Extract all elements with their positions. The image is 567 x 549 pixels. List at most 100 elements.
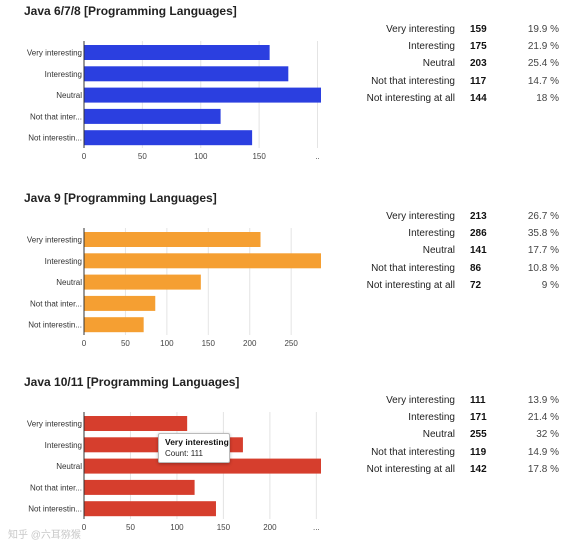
stats-table: Very interesting 111 13.9 % Interesting 171…	[360, 395, 565, 481]
category-label: Not interestin...	[28, 505, 82, 514]
category-label: Not that inter...	[30, 483, 82, 492]
tooltip-count: Count: 111	[165, 449, 203, 458]
stats-row: Neutral 141 17.7 %	[360, 245, 565, 262]
stats-row: Interesting 286 35.8 %	[360, 228, 565, 245]
stats-percent: 10.8 %	[527, 262, 559, 274]
stats-label: Neutral	[422, 245, 455, 257]
x-tick-label: 100	[194, 152, 208, 161]
category-label: Neutral	[56, 91, 82, 100]
stats-row: Not interesting at all 144 18 %	[360, 93, 565, 110]
category-label: Not interestin...	[28, 321, 82, 330]
stats-row: Neutral 255 32 %	[360, 429, 565, 446]
category-label: Interesting	[45, 441, 82, 450]
stats-row: Interesting 171 21.4 %	[360, 412, 565, 429]
category-label: Not that inter...	[30, 299, 82, 308]
stats-label: Neutral	[422, 429, 455, 441]
stats-row: Not that interesting 86 10.8 %	[360, 263, 565, 280]
stats-label: Very interesting	[386, 211, 455, 222]
stats-percent: 13.9 %	[527, 395, 559, 406]
bar	[84, 45, 270, 60]
stats-count: 86	[470, 262, 482, 274]
stats-label: Interesting	[408, 41, 455, 53]
x-tick-label: ..	[315, 152, 319, 161]
chart-title: Java 9 [Programming Languages]	[24, 191, 217, 205]
bar	[84, 458, 321, 474]
category-label: Not that inter...	[30, 112, 82, 121]
bar-chart-svg: Very interesting Interesting Neutral Not th…	[27, 41, 321, 161]
x-tick-label: 50	[138, 152, 147, 161]
chart-title: Java 10/11 [Programming Languages]	[24, 375, 240, 389]
x-tick-label: 100	[160, 339, 174, 348]
category-label: Interesting	[45, 70, 82, 79]
stats-label: Not interesting at all	[366, 463, 455, 475]
stats-row: Neutral 203 25.4 %	[360, 58, 565, 75]
bar-tooltip: Very interesting Count: 111	[158, 433, 230, 463]
bar	[84, 501, 216, 517]
stats-percent: 21.9 %	[527, 41, 559, 53]
category-label: Very interesting	[27, 420, 82, 429]
stats-count: 142	[470, 463, 487, 475]
stats-count: 175	[470, 41, 487, 53]
category-label: Very interesting	[27, 236, 82, 245]
stats-count: 72	[470, 279, 482, 291]
stats-row: Not interesting at all 142 17.8 %	[360, 464, 565, 481]
x-tick-label: 200	[263, 523, 277, 532]
category-label: Not interestin...	[28, 134, 82, 143]
bar	[84, 274, 201, 290]
stats-row: Not that interesting 119 14.9 %	[360, 447, 565, 464]
x-tick-label: 100	[170, 523, 184, 532]
stats-row: Not that interesting 117 14.7 %	[360, 76, 565, 93]
bar	[84, 295, 156, 311]
category-label: Neutral	[56, 278, 82, 287]
stats-percent: 18 %	[536, 92, 559, 104]
stats-count: 159	[470, 24, 487, 35]
bar	[84, 108, 221, 124]
stats-count: 286	[470, 228, 487, 240]
x-tick-label: 150	[217, 523, 231, 532]
stats-row: Very interesting 159 19.9 %	[360, 24, 565, 41]
stats-label: Not that interesting	[371, 446, 455, 458]
stats-row: Very interesting 213 26.7 %	[360, 211, 565, 228]
tooltip-title: Very interesting	[165, 437, 229, 447]
stats-table: Very interesting 159 19.9 % Interesting 175…	[360, 24, 565, 110]
bar	[84, 232, 261, 247]
bar	[84, 253, 321, 269]
stats-count: 203	[470, 58, 487, 70]
stats-row: Very interesting 111 13.9 %	[360, 395, 565, 412]
stats-label: Interesting	[408, 228, 455, 240]
stats-percent: 21.4 %	[527, 412, 559, 424]
stats-percent: 26.7 %	[527, 211, 559, 222]
x-tick-label: 50	[126, 523, 135, 532]
bar	[84, 130, 253, 146]
stats-label: Very interesting	[386, 24, 455, 35]
chart-java-10-11: Java 10/11 [Programming Languages] Very …	[0, 371, 567, 549]
bar-chart-svg: Very interesting Interesting Neutral Not th…	[27, 228, 321, 348]
stats-percent: 9 %	[541, 279, 559, 291]
stats-row: Not interesting at all 72 9 %	[360, 280, 565, 297]
stats-count: 144	[470, 92, 487, 104]
x-tick-label: ...	[313, 523, 320, 532]
stats-percent: 25.4 %	[527, 58, 559, 70]
x-tick-label: 0	[82, 339, 87, 348]
stats-label: Not interesting at all	[366, 279, 455, 291]
stats-count: 255	[470, 429, 487, 441]
bar	[84, 87, 321, 103]
stats-percent: 14.7 %	[527, 75, 559, 87]
stats-count: 171	[470, 412, 487, 424]
stats-percent: 17.8 %	[527, 463, 559, 475]
watermark: 知乎 @六耳猕猴	[8, 530, 81, 541]
x-tick-label: 0	[82, 152, 87, 161]
chart-title: Java 6/7/8 [Programming Languages]	[24, 4, 237, 18]
stats-percent: 32 %	[536, 429, 559, 441]
stats-percent: 14.9 %	[527, 446, 559, 458]
bar	[84, 317, 144, 333]
stats-label: Not that interesting	[371, 262, 455, 274]
chart-java-6-7-8: Java 6/7/8 [Programming Languages] Very …	[0, 0, 567, 178]
stats-percent: 19.9 %	[527, 24, 559, 35]
bar	[84, 66, 289, 82]
x-tick-label: 150	[202, 339, 216, 348]
bar	[84, 479, 195, 495]
stats-label: Very interesting	[386, 395, 455, 406]
category-label: Neutral	[56, 462, 82, 471]
x-tick-label: 0	[82, 523, 87, 532]
